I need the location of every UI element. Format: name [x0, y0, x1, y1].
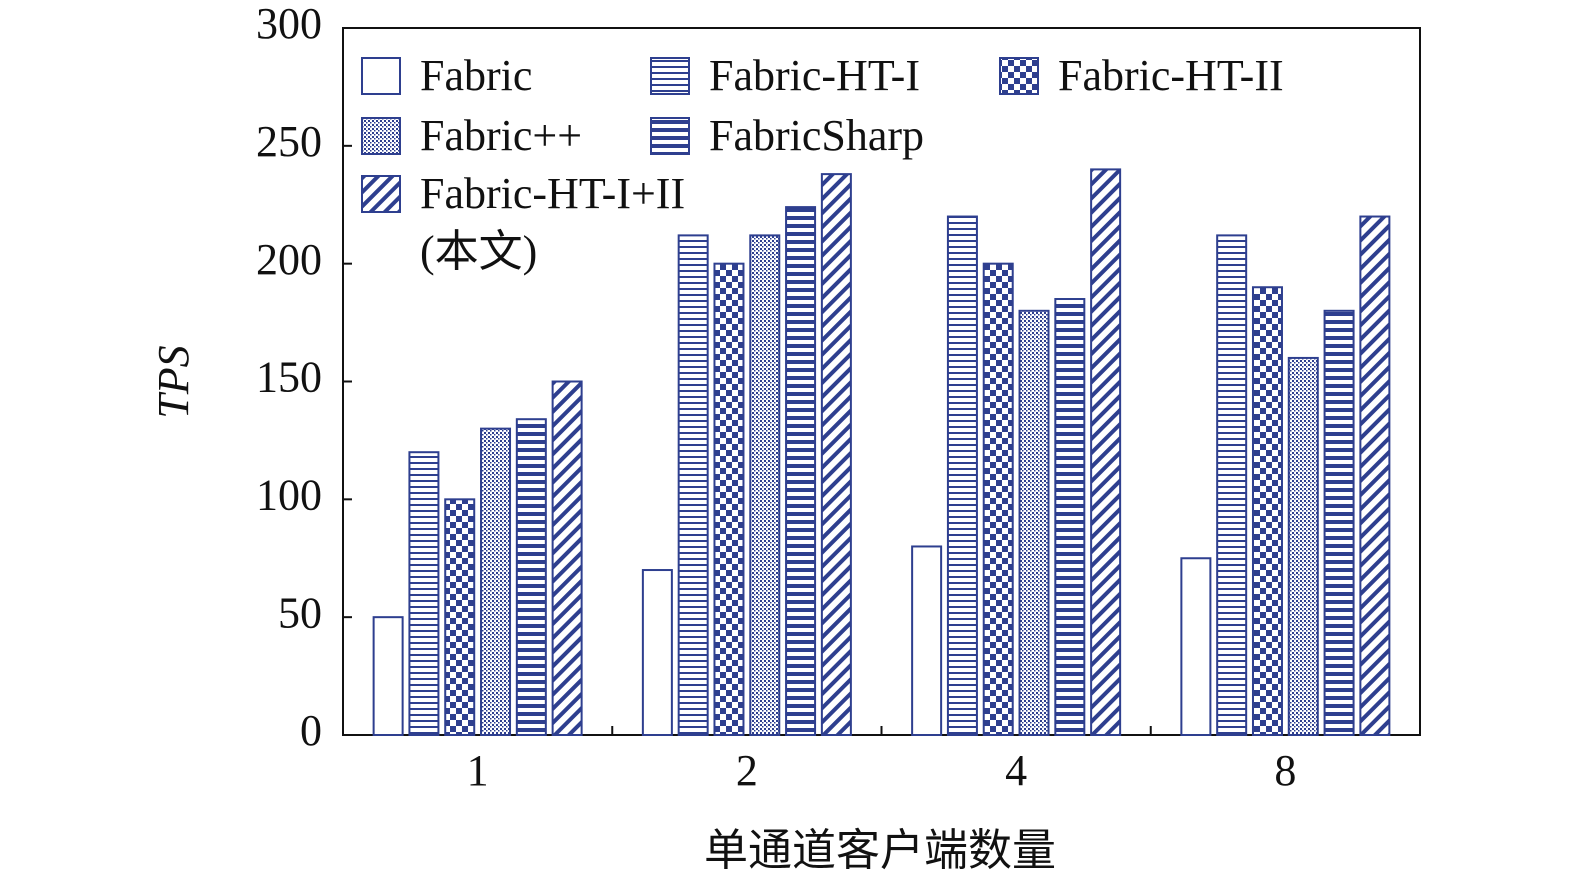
bar [1018, 309, 1050, 736]
bar [372, 616, 404, 737]
bar [946, 215, 978, 737]
legend-label: Fabric-HT-I+II (本文) [420, 169, 686, 276]
bar [749, 234, 781, 737]
legend-label: Fabric-HT-I [709, 51, 920, 100]
x-tick-label: 1 [467, 746, 489, 795]
bar [820, 173, 852, 736]
y-tick-label: 200 [256, 235, 322, 284]
y-axis-label: TPS [149, 345, 198, 418]
legend-label: FabricSharp [709, 111, 925, 160]
bar [1054, 298, 1086, 736]
legend-swatch [650, 117, 690, 155]
bar [551, 380, 583, 736]
bar [641, 569, 673, 736]
legend-swatch [361, 57, 401, 95]
bar [677, 234, 709, 737]
legend-label: Fabric++ [420, 111, 583, 160]
y-tick-label: 250 [256, 117, 322, 166]
bar [480, 427, 512, 736]
bar [1180, 557, 1212, 736]
legend-swatch [361, 175, 401, 213]
legend-label: Fabric [420, 51, 533, 100]
legend-swatch [999, 57, 1039, 95]
bar [444, 498, 476, 737]
y-tick-label: 300 [256, 0, 322, 48]
bar [1090, 168, 1122, 736]
y-tick-label: 0 [300, 706, 322, 755]
y-tick-label: 150 [256, 353, 322, 402]
bar [982, 262, 1014, 736]
bar [1216, 234, 1248, 737]
bar [713, 262, 745, 736]
x-tick-label: 8 [1274, 746, 1296, 795]
x-tick-label: 4 [1005, 746, 1027, 795]
legend-swatch [361, 117, 401, 155]
x-axis-label: 单通道客户端数量 [704, 826, 1056, 875]
legend-label: Fabric-HT-II [1058, 51, 1284, 100]
bar [1359, 215, 1391, 737]
bar [1287, 356, 1319, 736]
bar [1251, 286, 1283, 736]
bar [1323, 309, 1355, 736]
bar [785, 206, 817, 736]
legend-swatch [650, 57, 690, 95]
y-tick-label: 100 [256, 470, 322, 519]
y-tick-label: 50 [278, 588, 322, 637]
bar [911, 545, 943, 737]
bar [515, 418, 547, 736]
x-tick-label: 2 [736, 746, 758, 795]
bar [408, 451, 440, 736]
